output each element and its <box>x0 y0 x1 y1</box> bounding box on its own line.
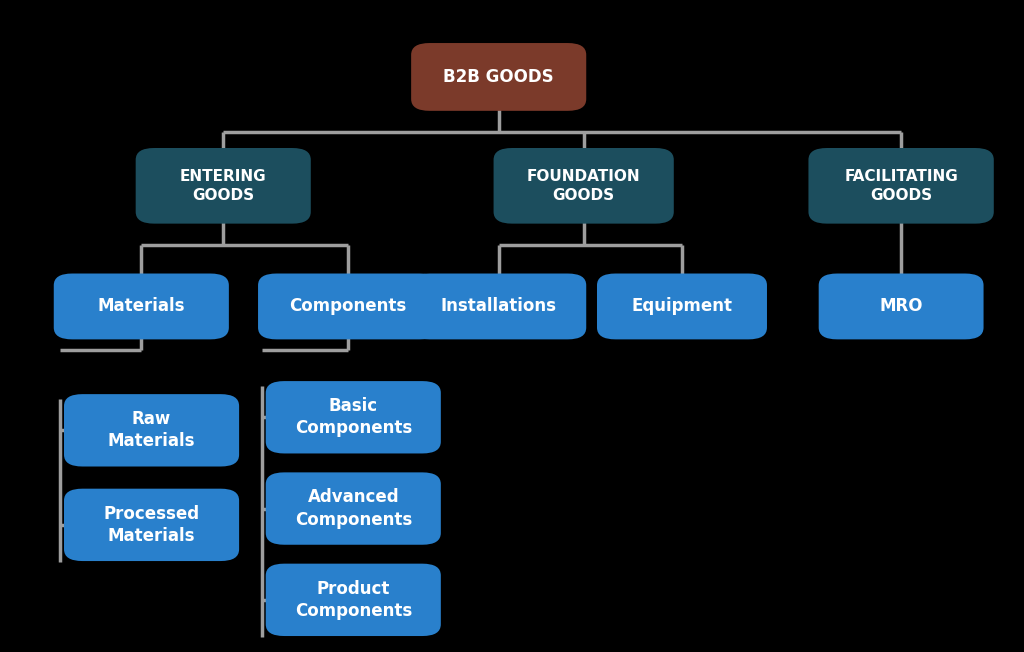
FancyBboxPatch shape <box>819 274 983 339</box>
Text: FOUNDATION
GOODS: FOUNDATION GOODS <box>527 169 640 203</box>
Text: Processed
Materials: Processed Materials <box>103 505 200 545</box>
Text: MRO: MRO <box>880 297 923 316</box>
FancyBboxPatch shape <box>54 274 229 339</box>
FancyBboxPatch shape <box>265 472 440 545</box>
Text: Advanced
Components: Advanced Components <box>295 488 412 529</box>
Text: Basic
Components: Basic Components <box>295 397 412 437</box>
FancyBboxPatch shape <box>258 274 438 339</box>
FancyBboxPatch shape <box>135 148 311 224</box>
FancyBboxPatch shape <box>63 489 239 561</box>
Text: Raw
Materials: Raw Materials <box>108 410 196 451</box>
FancyBboxPatch shape <box>597 274 767 339</box>
Text: FACILITATING
GOODS: FACILITATING GOODS <box>844 169 958 203</box>
Text: Materials: Materials <box>97 297 185 316</box>
FancyBboxPatch shape <box>411 274 586 339</box>
FancyBboxPatch shape <box>265 563 440 636</box>
Text: Installations: Installations <box>440 297 557 316</box>
Text: Equipment: Equipment <box>632 297 732 316</box>
Text: Components: Components <box>290 297 407 316</box>
FancyBboxPatch shape <box>411 43 586 111</box>
Text: B2B GOODS: B2B GOODS <box>443 68 554 86</box>
FancyBboxPatch shape <box>63 394 239 467</box>
Text: Product
Components: Product Components <box>295 580 412 620</box>
FancyBboxPatch shape <box>809 148 993 224</box>
FancyBboxPatch shape <box>494 148 674 224</box>
FancyBboxPatch shape <box>265 381 440 454</box>
Text: ENTERING
GOODS: ENTERING GOODS <box>180 169 266 203</box>
